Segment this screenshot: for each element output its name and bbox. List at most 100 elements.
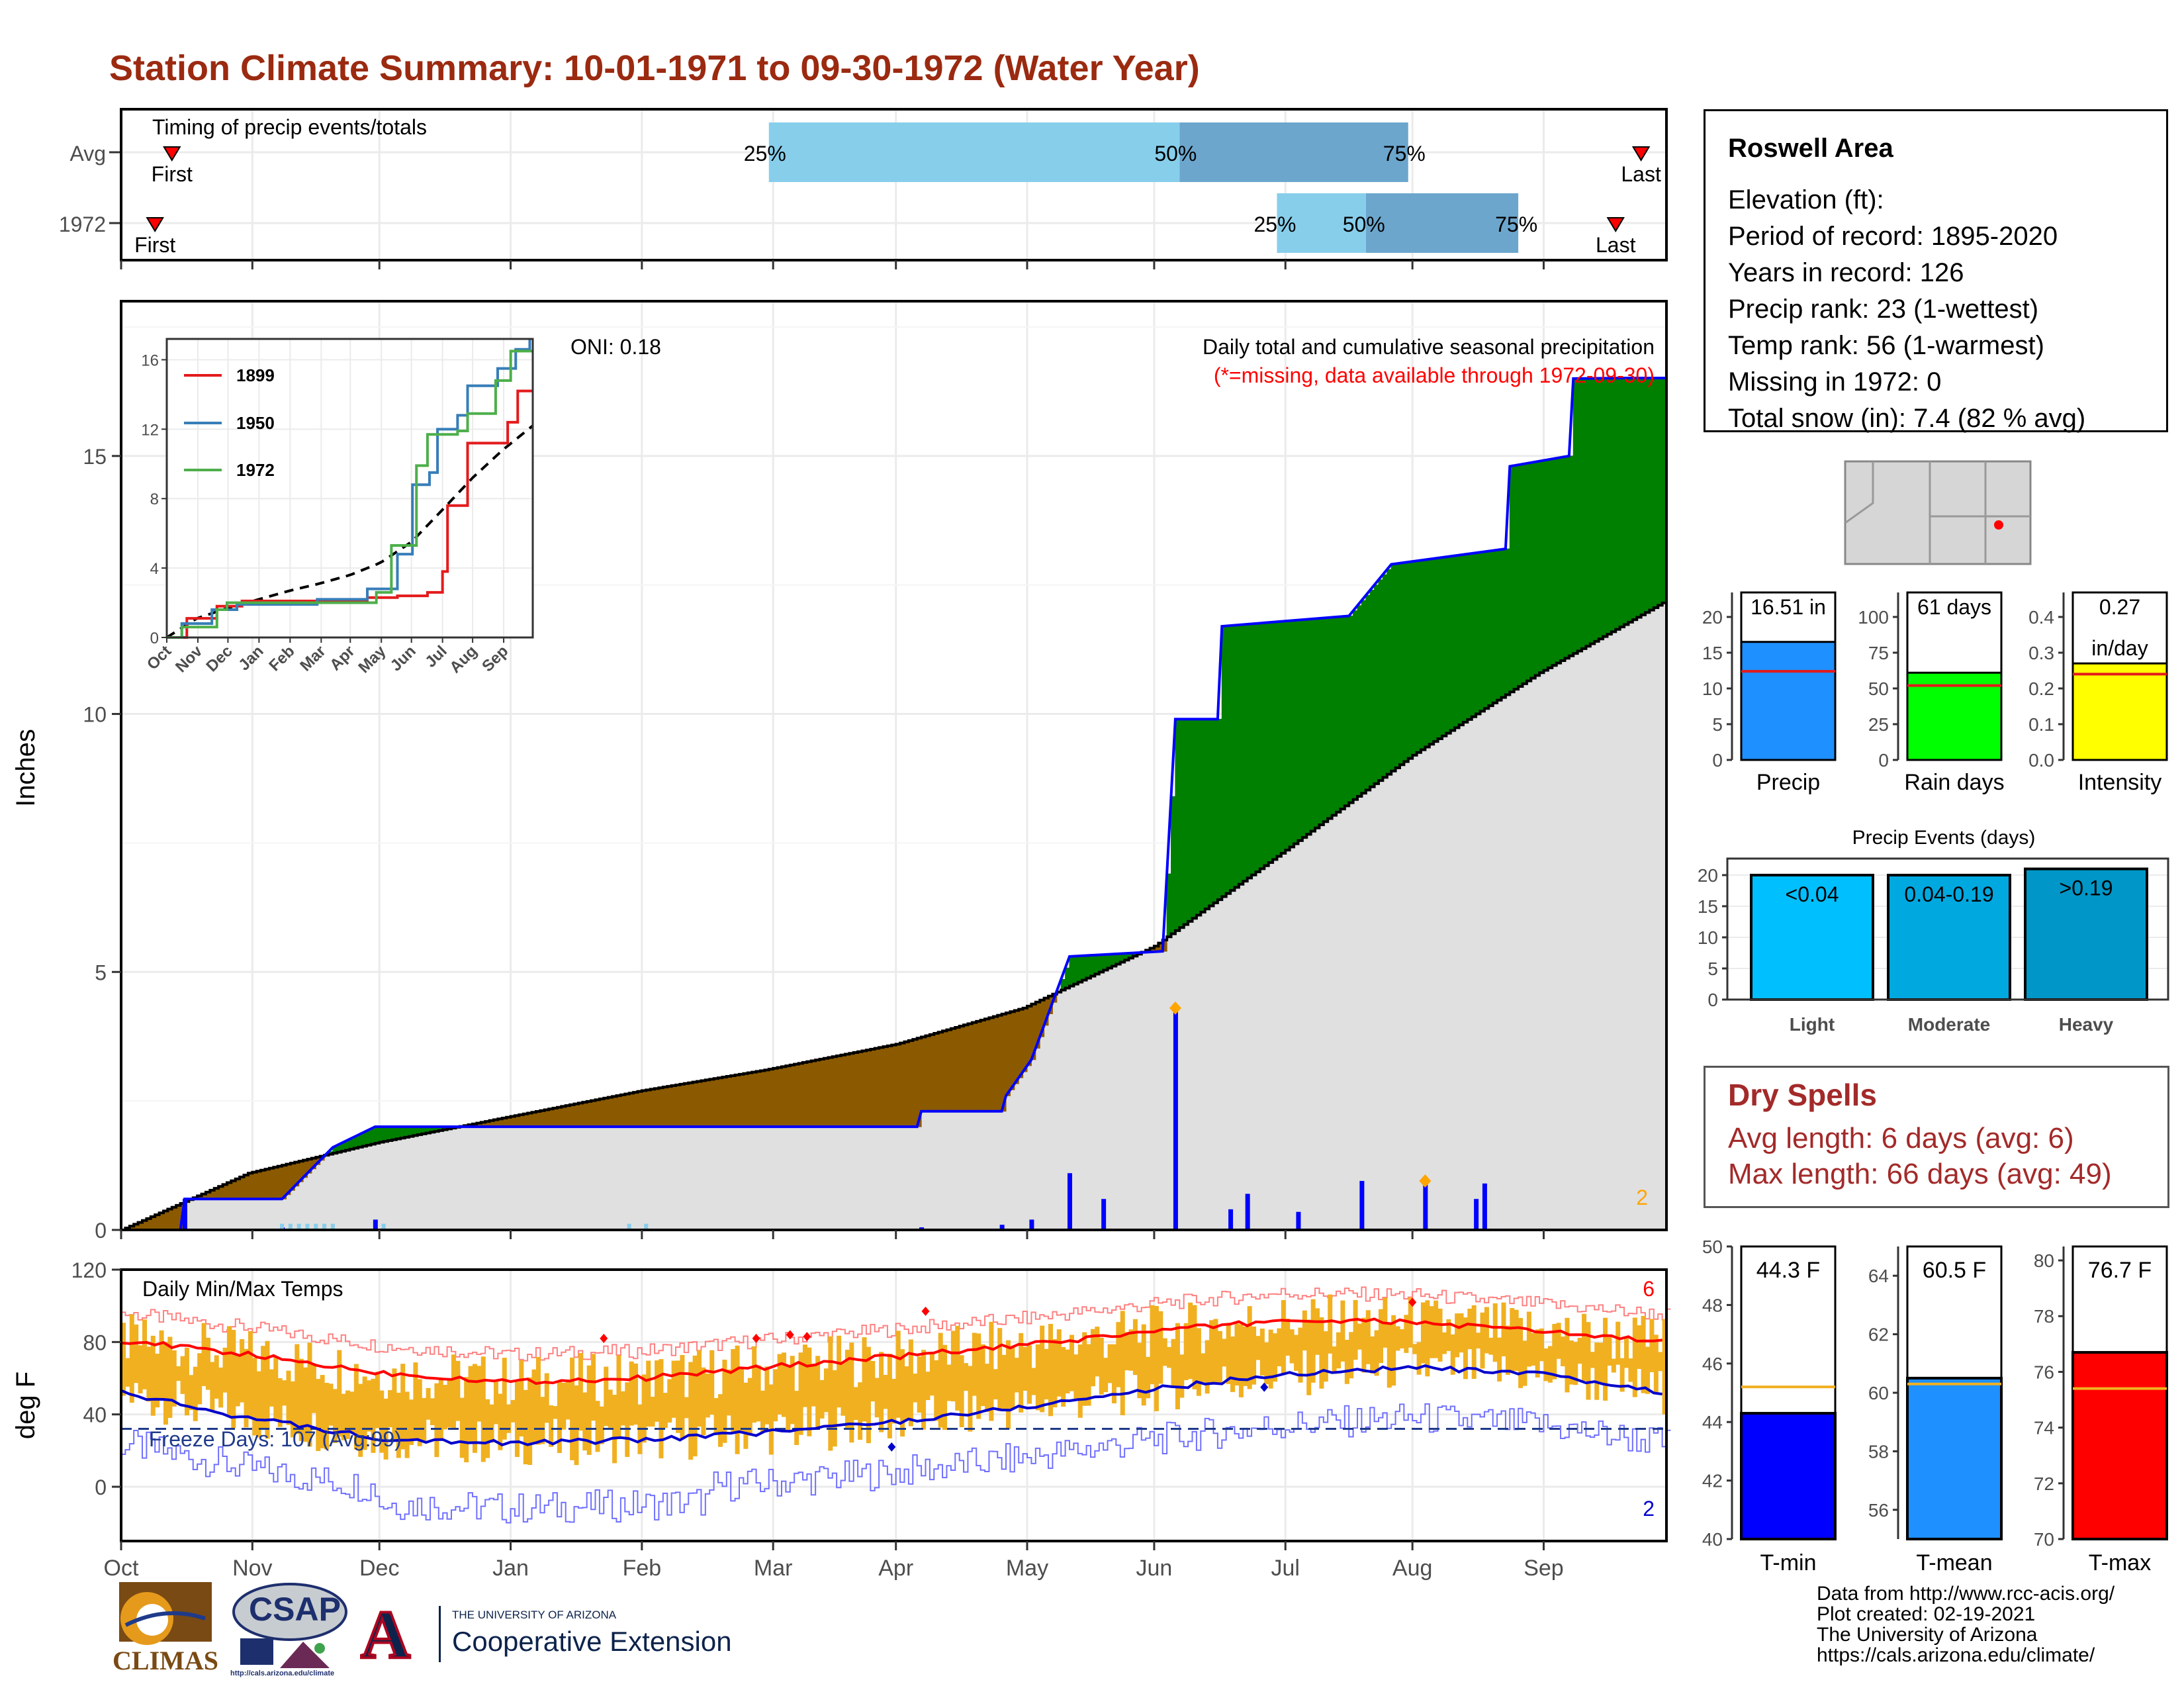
- record-max-line: [121, 1286, 1671, 1362]
- daily-temp-bar: [1141, 1324, 1146, 1406]
- daily-temp-bar: [1522, 1340, 1527, 1386]
- events-bar-value: <0.04: [1786, 882, 1839, 906]
- daily-precip-bar: [1245, 1194, 1250, 1230]
- daily-temp-bar: [701, 1367, 706, 1436]
- daily-temp-bar: [459, 1397, 465, 1458]
- last-marker-icon: [1606, 217, 1625, 232]
- daily-temp-bar: [874, 1378, 880, 1418]
- daily-temp-bar: [823, 1368, 829, 1413]
- temp-panel-label: Daily Min/Max Temps: [142, 1277, 343, 1301]
- daily-temp-bar: [1001, 1354, 1007, 1410]
- temp-y-tick-label: 40: [83, 1403, 107, 1427]
- daily-temp-bar: [1065, 1349, 1070, 1393]
- daily-temp-bar: [553, 1406, 558, 1419]
- raindays-tick-label: 50: [1868, 679, 1889, 699]
- daily-temp-bar: [1251, 1326, 1257, 1385]
- daily-snow-bar: [288, 1223, 293, 1230]
- daily-temp-bar: [1196, 1328, 1201, 1396]
- climas-logo-text: CLIMAS: [113, 1646, 219, 1675]
- daily-temp-bar: [256, 1371, 261, 1438]
- month-axis-label: Oct: [104, 1556, 139, 1581]
- raindays-value-label: 61 days: [1917, 595, 1991, 619]
- climas-logo-graphic: [119, 1582, 212, 1645]
- month-axis-label: Aug: [1392, 1556, 1433, 1581]
- daily-temp-bar: [1387, 1324, 1392, 1388]
- daily-temp-bar: [1539, 1328, 1545, 1362]
- daily-temp-bar: [1230, 1336, 1236, 1392]
- daily-temp-bar: [150, 1335, 156, 1416]
- daily-temp-bar: [985, 1364, 990, 1413]
- last-label: Last: [1596, 233, 1636, 257]
- timing-bar-50-75: [1179, 122, 1408, 182]
- daily-temp-bar: [904, 1366, 909, 1420]
- csap-logo-url: http://cals.arizona.edu/climate: [230, 1669, 335, 1677]
- month-axis-label: Jun: [1136, 1556, 1173, 1581]
- daily-temp-bar: [1459, 1313, 1464, 1353]
- daily-temp-bar: [1632, 1317, 1637, 1397]
- record-high-marker: [1408, 1297, 1417, 1307]
- daily-temp-bar: [756, 1365, 761, 1422]
- inset-y-tick-label: 8: [150, 491, 159, 508]
- daily-temp-bar: [676, 1360, 681, 1433]
- timing-panel-border: [120, 108, 1668, 261]
- daily-temp-bar: [1277, 1328, 1282, 1367]
- daily-temp-bar: [527, 1377, 533, 1465]
- daily-temp-bar: [718, 1394, 723, 1447]
- daily-temp-bar: [332, 1389, 338, 1443]
- daily-precip-bar: [1029, 1219, 1034, 1230]
- daily-temp-bar: [1573, 1342, 1578, 1385]
- daily-temp-bar: [1132, 1319, 1138, 1376]
- timing-q75-label: 75%: [1383, 142, 1426, 165]
- daily-temp-bar: [955, 1325, 960, 1411]
- daily-temp-bar: [400, 1364, 406, 1450]
- daily-temp-bar: [438, 1378, 443, 1439]
- info-temp-rank: Temp rank: 56 (1-warmest): [1728, 331, 2044, 360]
- events-bar-name: Moderate: [1908, 1014, 1990, 1035]
- record-high-marker: [600, 1333, 608, 1343]
- daily-temp-bar: [134, 1324, 139, 1383]
- station-location-dot: [1994, 520, 2003, 530]
- tmax-tick-label: 70: [2034, 1529, 2054, 1550]
- daily-temp-bar: [1264, 1342, 1269, 1385]
- daily-temp-bar: [1641, 1315, 1646, 1393]
- daily-temp-bar: [1425, 1300, 1430, 1377]
- station-info-box: Roswell Area Elevation (ft): Period of r…: [1704, 109, 2168, 433]
- daily-temp-bar: [1146, 1356, 1151, 1399]
- average-cumulative-line: [121, 600, 1668, 1231]
- tmean-tick-label: 64: [1868, 1266, 1889, 1286]
- daily-temp-bar: [929, 1352, 934, 1396]
- daily-temp-bar: [578, 1353, 583, 1431]
- daily-temp-bar: [235, 1354, 240, 1407]
- daily-temp-bar: [684, 1397, 689, 1419]
- daily-temp-bar: [1531, 1333, 1536, 1366]
- daily-temp-bar: [413, 1362, 418, 1440]
- raindays-label: Rain days: [1904, 770, 2004, 795]
- daily-temp-bar: [705, 1374, 710, 1418]
- precip-y-tick-label: 10: [83, 703, 107, 727]
- daily-temp-bar: [1183, 1323, 1189, 1381]
- temp-y-tick-label: 80: [83, 1331, 107, 1354]
- daily-temp-bar: [1662, 1319, 1667, 1415]
- events-border: [1726, 857, 2169, 1001]
- daily-temp-bar: [320, 1375, 325, 1448]
- daily-temp-bar: [921, 1350, 927, 1430]
- timing-bar-50-75: [1365, 193, 1519, 253]
- daily-temp-bar: [1586, 1322, 1591, 1400]
- tmin-bar: [1740, 1411, 1837, 1540]
- daily-temp-bar: [1044, 1348, 1049, 1399]
- daily-temp-bar: [447, 1380, 452, 1428]
- daily-temp-bar: [1492, 1303, 1498, 1362]
- daily-temp-bar: [519, 1360, 524, 1437]
- daily-temp-bar: [1628, 1358, 1633, 1382]
- daily-temp-bar: [1378, 1309, 1383, 1364]
- first-label: First: [152, 162, 193, 186]
- daily-temp-bar: [353, 1364, 359, 1450]
- daily-temp-bar: [146, 1346, 152, 1402]
- footer-line: Data from http://www.rcc-acis.org/: [1817, 1583, 2115, 1605]
- tmin-tick-label: 42: [1702, 1471, 1723, 1491]
- daily-precip-bar: [1359, 1180, 1365, 1230]
- daily-temp-bar: [1154, 1305, 1159, 1411]
- daily-precip-bar: [1482, 1183, 1487, 1230]
- daily-temp-bar: [1090, 1329, 1095, 1387]
